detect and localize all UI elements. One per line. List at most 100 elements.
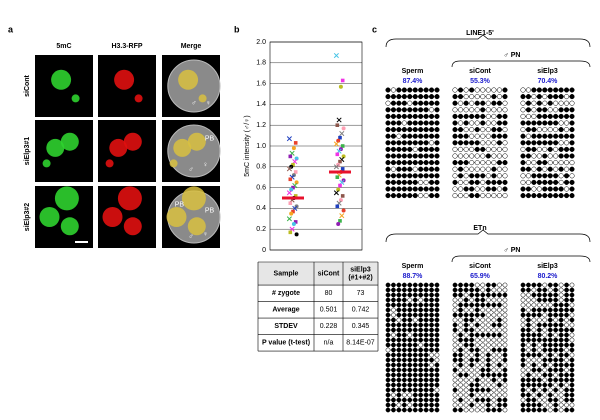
cpg <box>520 327 526 333</box>
cpg <box>423 337 429 343</box>
nucleus <box>51 69 72 90</box>
cpg <box>463 382 469 388</box>
cpg <box>407 292 413 298</box>
cpg <box>531 107 537 113</box>
cpg <box>396 322 402 328</box>
cpg <box>423 327 429 333</box>
cpg <box>531 166 537 172</box>
data-point <box>338 84 343 89</box>
image-annotation: ♂ <box>191 100 196 107</box>
cpg <box>401 317 407 323</box>
cpg <box>452 94 458 100</box>
cpg <box>412 287 418 293</box>
cpg <box>401 100 407 106</box>
cpg <box>434 392 440 398</box>
cpg <box>542 362 548 368</box>
cpg <box>485 302 491 308</box>
cpg <box>526 292 531 298</box>
column-label: Sperm <box>402 263 424 270</box>
cpg <box>531 113 537 119</box>
cpg <box>497 342 502 348</box>
cpg <box>401 193 407 199</box>
cpg <box>553 127 559 133</box>
cpg <box>558 387 564 393</box>
cpg <box>569 367 575 373</box>
cpg <box>391 292 396 298</box>
cpg <box>469 377 475 383</box>
y-tick-label: 0.4 <box>256 205 266 212</box>
cpg <box>463 342 469 348</box>
cpg <box>553 367 559 373</box>
cpg <box>469 362 475 368</box>
cpg <box>407 327 413 333</box>
cpg <box>569 179 575 185</box>
cpg <box>423 362 429 368</box>
cpg <box>569 337 575 343</box>
cpg <box>558 332 564 338</box>
cpg <box>536 392 542 398</box>
cpg <box>526 392 531 398</box>
cpg <box>480 372 486 378</box>
table-cell: n/a <box>324 340 334 347</box>
cpg <box>434 282 440 288</box>
column-label: siElp3 <box>537 68 558 75</box>
cpg <box>463 332 469 338</box>
cpg <box>536 297 542 303</box>
cpg <box>531 179 537 185</box>
cpg <box>536 186 542 192</box>
cpg <box>542 287 548 293</box>
cpg <box>418 392 424 398</box>
cpg <box>452 140 458 146</box>
cpg <box>564 94 570 100</box>
cpg <box>558 382 564 388</box>
cpg <box>452 377 458 383</box>
cpg <box>434 186 440 192</box>
cpg <box>485 377 491 383</box>
cpg <box>531 357 537 363</box>
cpg <box>474 397 480 403</box>
cpg <box>418 322 424 328</box>
image-annotation: ♀ <box>203 231 208 238</box>
cpg <box>536 94 542 100</box>
cpg <box>502 332 508 338</box>
cpg <box>434 322 440 328</box>
cpg <box>412 337 418 343</box>
cpg <box>569 397 575 403</box>
cpg <box>418 387 424 393</box>
cpg <box>520 146 526 152</box>
data-point <box>338 198 343 203</box>
cpg <box>423 352 429 358</box>
cpg <box>547 352 553 358</box>
cpg <box>434 127 440 133</box>
table-cell: 0.228 <box>320 323 338 330</box>
row-label: siElp3#2 <box>24 203 31 232</box>
cpg <box>564 372 569 378</box>
cpg <box>526 387 531 393</box>
cpg <box>542 153 548 159</box>
cpg <box>423 113 429 119</box>
cpg <box>547 392 553 398</box>
data-point <box>294 180 299 185</box>
cpg <box>407 377 413 383</box>
cpg <box>463 100 469 106</box>
cpg <box>385 133 391 139</box>
cpg <box>385 87 391 93</box>
column-label: siElp3 <box>537 263 558 270</box>
cpg <box>429 173 435 179</box>
cpg <box>452 146 458 152</box>
cpg <box>569 166 575 172</box>
data-point <box>286 216 292 222</box>
cpg <box>531 387 537 393</box>
nucleus <box>173 138 192 157</box>
column-label: Sperm <box>402 68 424 75</box>
cpg <box>423 367 429 373</box>
cpg <box>547 173 553 179</box>
cpg <box>542 186 548 192</box>
cpg <box>412 327 418 333</box>
nucleus <box>114 69 135 90</box>
cpg <box>536 287 542 293</box>
cpg <box>569 357 575 363</box>
cpg <box>553 297 559 303</box>
table-header: siElp3 <box>350 266 371 273</box>
cpg <box>429 287 434 293</box>
